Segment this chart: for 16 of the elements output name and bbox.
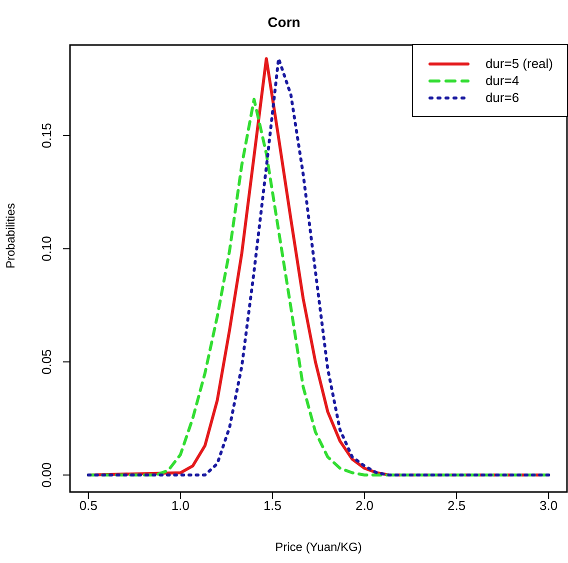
x-tick-label: 2.0 bbox=[355, 498, 374, 514]
x-axis-title: Price (Yuan/KG) bbox=[275, 540, 362, 554]
x-tick-label: 3.0 bbox=[540, 498, 558, 514]
x-tick-label: 2.5 bbox=[448, 498, 466, 514]
legend-label: dur=4 bbox=[485, 73, 520, 88]
legend-label: dur=6 bbox=[485, 90, 520, 105]
chart-title: Corn bbox=[266, 14, 302, 30]
y-tick-label: 0.10 bbox=[39, 236, 54, 262]
x-tick-label: 1.5 bbox=[263, 498, 282, 514]
y-tick-label: 0.00 bbox=[39, 462, 54, 488]
y-tick-label: 0.15 bbox=[39, 122, 54, 148]
y-axis-title: Probabilities bbox=[3, 203, 18, 268]
legend-label: dur=5 (real) bbox=[485, 56, 553, 71]
x-tick-label: 1.0 bbox=[171, 498, 190, 514]
y-tick-label: 0.05 bbox=[39, 349, 54, 375]
x-tick-label: 0.5 bbox=[79, 498, 98, 514]
